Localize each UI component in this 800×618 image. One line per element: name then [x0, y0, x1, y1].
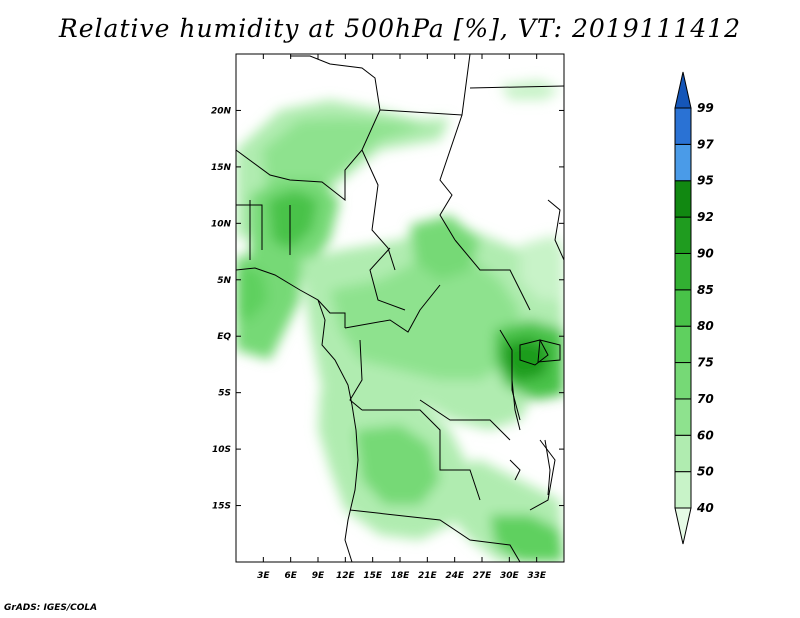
colorbar-label: 50 — [697, 465, 714, 479]
colorbar-segment — [674, 289, 692, 327]
colorbar-segment — [674, 143, 692, 182]
lat-tick-label: EQ — [217, 332, 231, 342]
colorbar-label: 95 — [697, 174, 714, 188]
lon-tick-label: 27E — [473, 571, 493, 581]
humidity-region-nigeria-core — [268, 190, 318, 250]
colorbar-label: 40 — [696, 501, 714, 515]
colorbar-segment — [674, 180, 692, 218]
lat-tick-label: 15S — [212, 502, 231, 512]
lat-tick-label: 15N — [211, 163, 232, 173]
country-borders — [236, 54, 564, 562]
lat-tick-label: 5N — [217, 276, 231, 286]
humidity-region-east — [520, 235, 564, 300]
lat-tick-label: 10N — [211, 219, 232, 229]
grads-credit: GrADS: IGES/COLA — [4, 603, 98, 613]
colorbar-label: 75 — [697, 356, 714, 370]
lon-tick-label: 24E — [445, 571, 465, 581]
colorbar-label: 85 — [697, 283, 714, 297]
lat-tick-label: 5S — [218, 389, 231, 399]
lon-tick-label: 9E — [312, 571, 325, 581]
axis-ticks: 3E 6E 9E 12E 15E 18E 21E 24E 27E 30E 33E 20N 15N 10N 5… — [211, 54, 564, 581]
colorbar-label: 99 — [697, 101, 714, 115]
map-title: Relative humidity at 500hPa [%], VT: 201… — [58, 14, 742, 43]
humidity-region-great-lakes-core — [502, 338, 550, 382]
lat-tick-label: 10S — [212, 445, 231, 455]
humidity-region-angola-core — [355, 425, 440, 505]
colorbar-label: 60 — [697, 428, 714, 442]
colorbar-segment — [674, 362, 692, 400]
colorbar: 40 50 60 70 75 80 85 90 92 95 97 99 — [674, 71, 714, 545]
colorbar-label: 80 — [697, 319, 714, 333]
colorbar-segment — [674, 471, 692, 509]
humidity-region-southeast-core — [490, 515, 564, 562]
lake-tanganyika — [511, 379, 521, 431]
lon-tick-label: 30E — [500, 571, 520, 581]
lon-tick-label: 21E — [418, 571, 438, 581]
lon-tick-label: 6E — [284, 571, 297, 581]
coastline — [236, 267, 359, 562]
colorbar-label: 70 — [697, 392, 714, 406]
lat-tick-label: 20N — [211, 106, 232, 116]
humidity-region-cameroon — [410, 215, 480, 280]
humidity-region-congo-inner — [330, 250, 520, 380]
lon-tick-label: 18E — [391, 571, 411, 581]
colorbar-segment — [674, 398, 692, 436]
colorbar-label: 90 — [697, 246, 714, 260]
humidity-region-northeast — [500, 80, 560, 100]
lake-victoria — [519, 339, 549, 366]
colorbar-lower-arrow — [674, 507, 692, 545]
lon-tick-label: 33E — [527, 571, 547, 581]
colorbar-segment — [674, 107, 692, 145]
lon-tick-label: 15E — [363, 571, 383, 581]
colorbar-upper-arrow — [674, 71, 692, 109]
colorbar-label: 92 — [697, 210, 714, 224]
humidity-field — [236, 80, 564, 562]
colorbar-segment — [674, 434, 692, 473]
humidity-region-west-core — [236, 265, 268, 320]
lon-tick-label: 3E — [257, 571, 270, 581]
lake-malawi — [544, 439, 551, 496]
lon-tick-label: 12E — [336, 571, 356, 581]
colorbar-segment — [674, 216, 692, 254]
colorbar-segment — [674, 325, 692, 364]
colorbar-label: 97 — [697, 137, 714, 151]
colorbar-segment — [674, 252, 692, 291]
